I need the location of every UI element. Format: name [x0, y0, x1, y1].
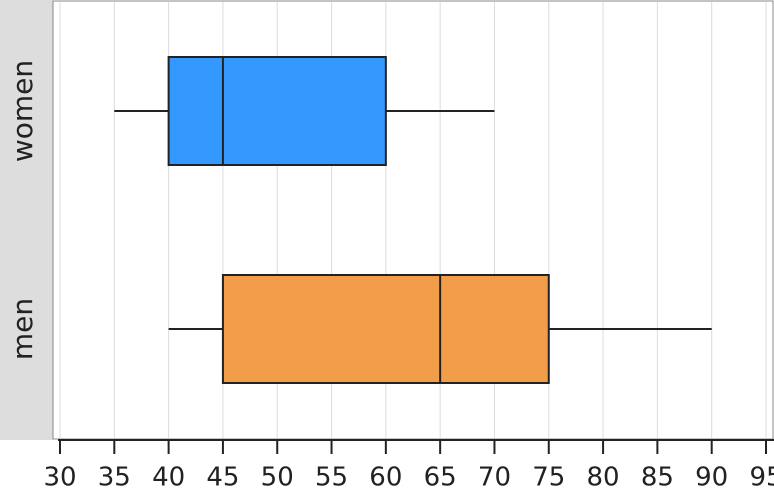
x-tick-label: 70 — [478, 463, 511, 493]
x-tick-label: 80 — [587, 463, 620, 493]
category-label: women — [6, 60, 39, 162]
box — [167, 56, 387, 166]
x-tick-label: 85 — [641, 463, 674, 493]
x-tick-label: 90 — [695, 463, 728, 493]
x-tick-label: 35 — [98, 463, 131, 493]
x-tick-label: 45 — [206, 463, 239, 493]
box — [221, 274, 550, 384]
x-tick-label: 60 — [369, 463, 402, 493]
x-tick-label: 30 — [43, 463, 76, 493]
x-tick-label: 50 — [261, 463, 294, 493]
category-panel — [0, 0, 53, 440]
x-tick-label: 40 — [152, 463, 185, 493]
x-tick-label: 65 — [424, 463, 457, 493]
x-tick-label: 95 — [749, 463, 774, 493]
x-tick-label: 75 — [532, 463, 565, 493]
category-label: men — [6, 298, 39, 360]
x-tick-label: 55 — [315, 463, 348, 493]
